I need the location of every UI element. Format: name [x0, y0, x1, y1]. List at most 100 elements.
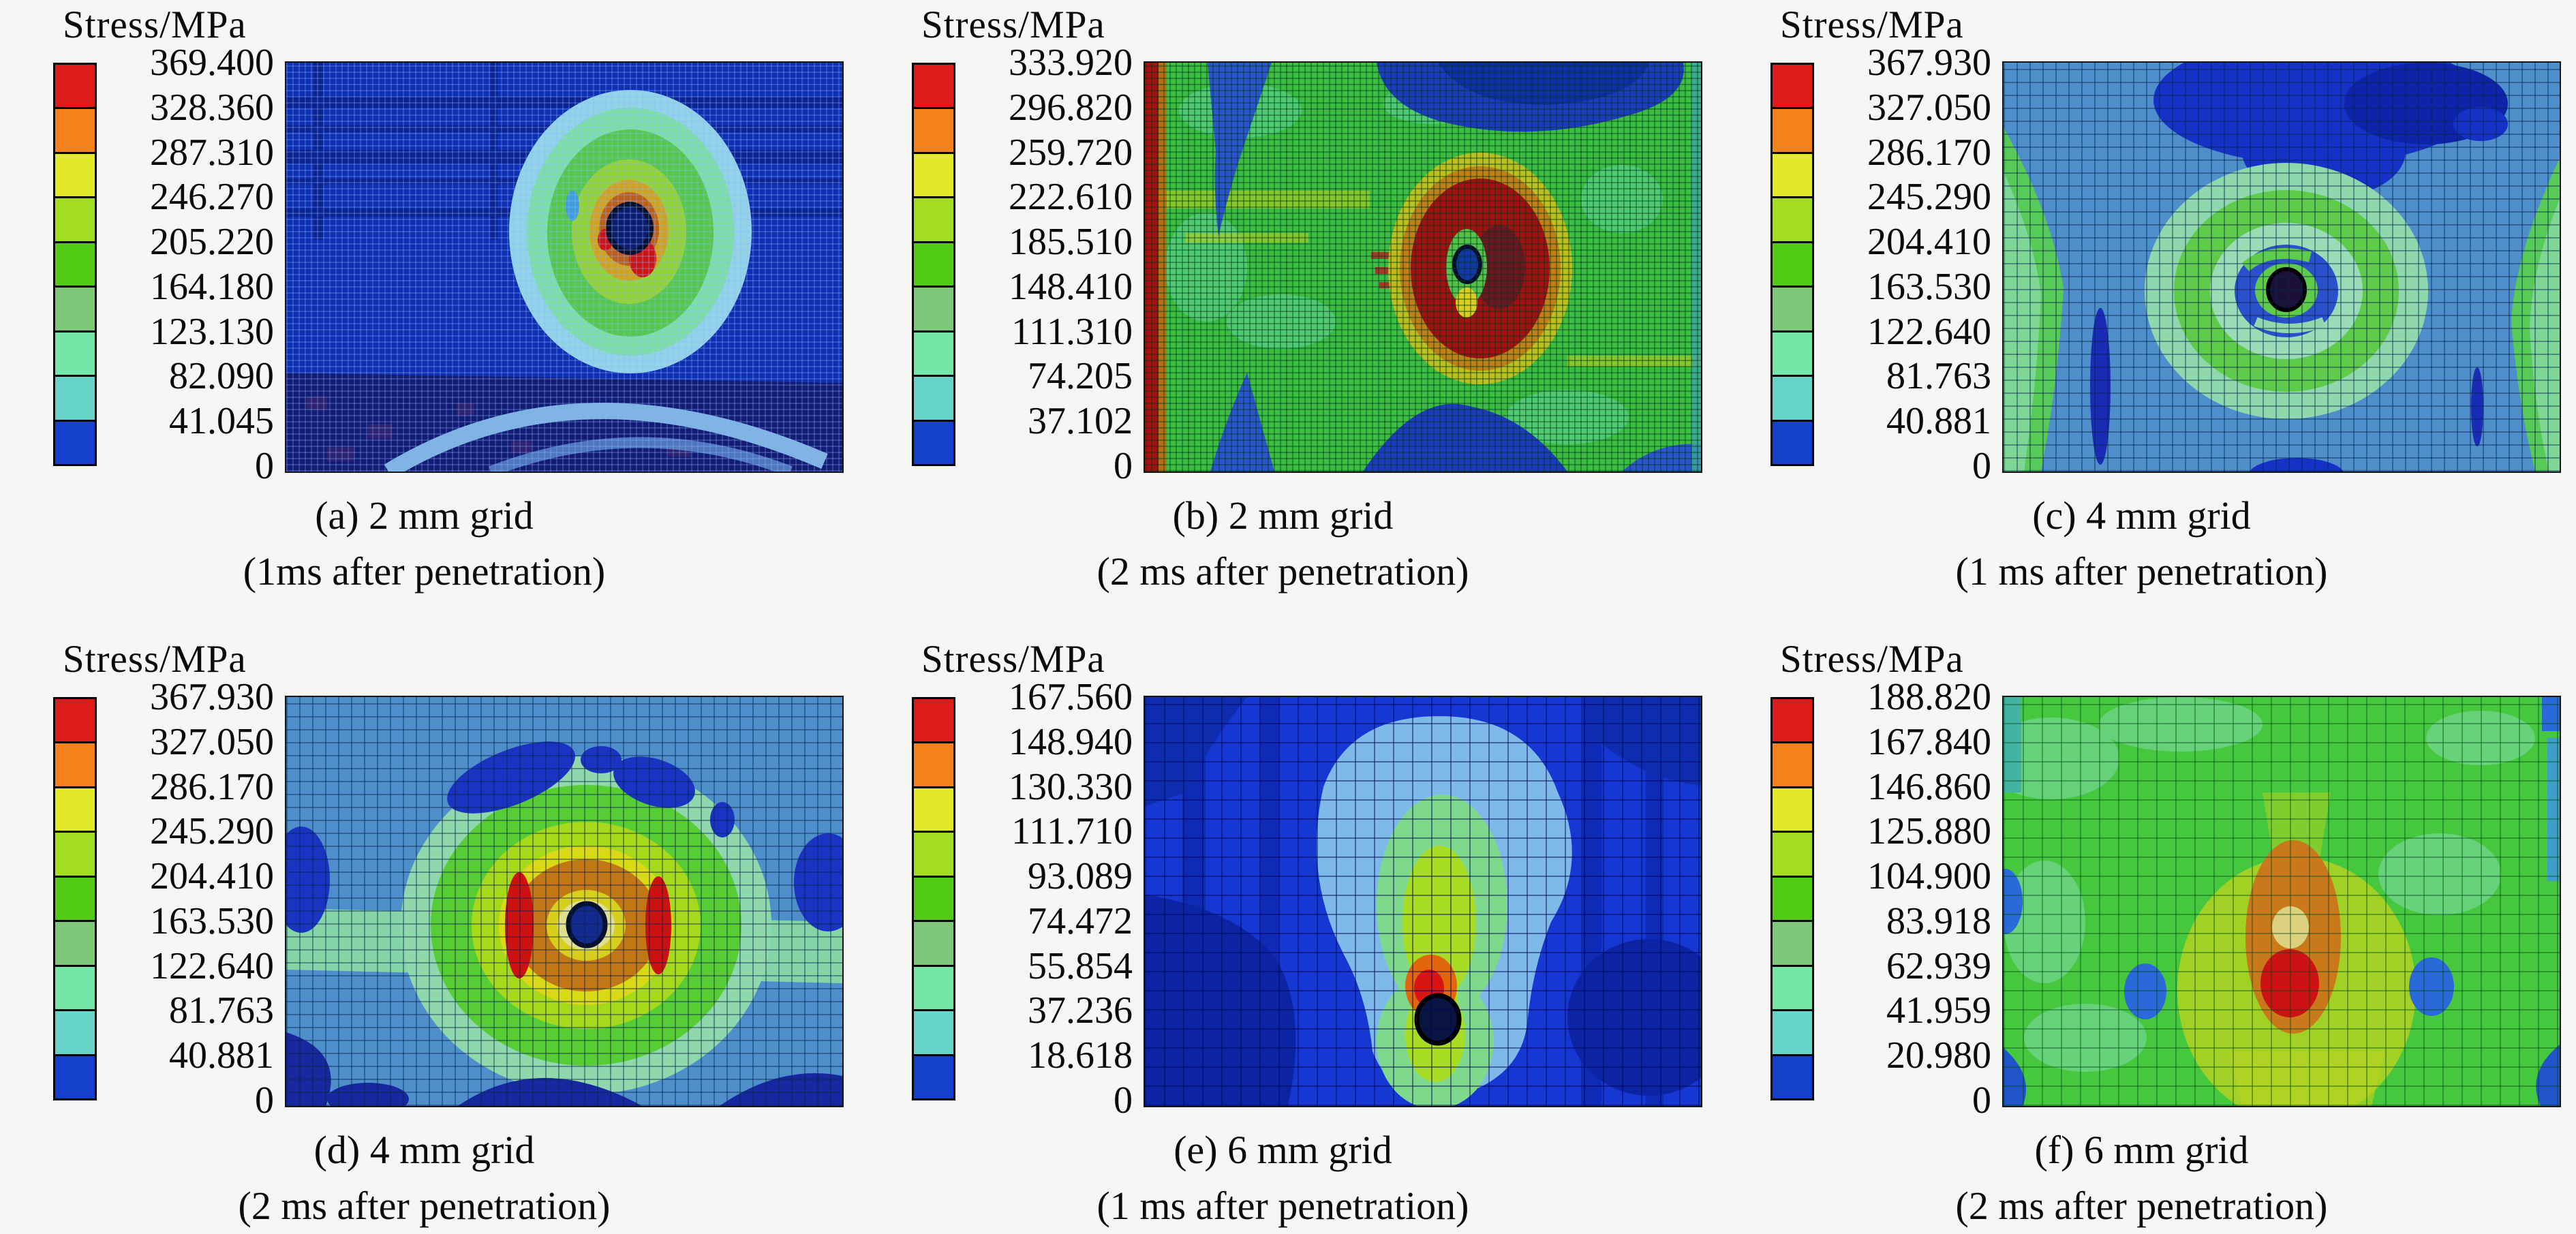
colorbar-cell — [55, 243, 95, 288]
tick-label: 111.710 — [1011, 810, 1133, 853]
colorbar-cell — [914, 421, 953, 464]
tick-label: 148.410 — [1009, 265, 1133, 308]
panel-d: Stress/MPa 367.930 327.050 286.170 245.290 2… — [0, 615, 859, 1231]
colorbar-cell — [1773, 243, 1812, 288]
tick-label: 41.959 — [1886, 989, 1991, 1032]
colorbar-cell — [1773, 421, 1812, 464]
tick-label: 111.310 — [1011, 310, 1133, 353]
colorbar-cell — [1773, 153, 1812, 199]
colorbar-cell — [1773, 1011, 1812, 1056]
colorbar-cell — [55, 288, 95, 333]
colorbar-cell — [55, 332, 95, 377]
colorbar-cell — [914, 153, 953, 199]
colorbar-cell — [914, 877, 953, 923]
tick-label: 245.290 — [1867, 176, 1991, 219]
tick-label: 18.618 — [1028, 1034, 1133, 1077]
caption-line1: (b) 2 mm grid — [1172, 493, 1394, 538]
penetration-hole — [1452, 245, 1482, 284]
panel-a: Stress/MPa 369.400 328.360 287.310 246.270 2… — [0, 0, 859, 615]
colorbar-cell — [914, 65, 953, 110]
colorbar-cell — [1773, 922, 1812, 967]
colorbar-title: Stress/MPa — [1780, 3, 1964, 46]
caption-line2: (2 ms after penetration) — [1955, 1184, 2328, 1228]
colorbar-cell — [1773, 1055, 1812, 1098]
colorbar-ticks: 167.560 148.940 130.330 111.710 93.089 74.472… — [958, 678, 1133, 1120]
tick-label: 0 — [255, 445, 274, 487]
colorbar-cell — [914, 788, 953, 833]
colorbar-ticks: 367.930 327.050 286.170 245.290 204.410 163.5… — [1817, 44, 1991, 485]
tick-label: 146.860 — [1867, 765, 1991, 808]
tick-label: 0 — [1972, 1079, 1991, 1122]
colorbar-cell — [1773, 788, 1812, 833]
colorbar-cell — [914, 332, 953, 377]
colorbar-cell — [55, 788, 95, 833]
colorbar-title: Stress/MPa — [1780, 638, 1964, 681]
colorbar-cell — [914, 922, 953, 967]
caption: (f) 6 mm grid (2 ms after penetration) — [1717, 1122, 2566, 1234]
caption-line2: (2 ms after penetration) — [1097, 549, 1469, 593]
caption: (a) 2 mm grid (1ms after penetration) — [0, 488, 848, 600]
colorbar-cell — [1773, 65, 1812, 110]
contour-plot-f — [2002, 696, 2561, 1107]
mesh-grid-overlay — [2004, 63, 2560, 472]
colorbar — [1770, 63, 1814, 466]
mesh-grid-overlay — [1145, 63, 1701, 472]
tick-label: 74.472 — [1028, 899, 1133, 942]
colorbar-cell — [55, 421, 95, 464]
tick-label: 205.220 — [150, 221, 274, 264]
contour-plot-a — [285, 61, 844, 473]
tick-label: 55.854 — [1028, 944, 1133, 987]
caption-line2: (1ms after penetration) — [243, 549, 606, 593]
colorbar-cell — [55, 833, 95, 878]
colorbar-cell — [55, 877, 95, 923]
caption-line1: (f) 6 mm grid — [2034, 1128, 2249, 1172]
tick-label: 0 — [1972, 445, 1991, 487]
caption-line2: (1 ms after penetration) — [1097, 1184, 1469, 1228]
tick-label: 104.900 — [1867, 855, 1991, 898]
caption-line1: (a) 2 mm grid — [315, 493, 534, 538]
tick-label: 296.820 — [1009, 86, 1133, 129]
penetration-hole — [606, 202, 654, 255]
panel-b: Stress/MPa 333.920 296.820 259.720 222.610 1… — [859, 0, 1717, 615]
colorbar-cell — [914, 966, 953, 1012]
contour-plot-d — [285, 696, 844, 1107]
colorbar-ticks: 369.400 328.360 287.310 246.270 205.220 164.1… — [99, 44, 274, 485]
colorbar-ticks: 333.920 296.820 259.720 222.610 185.510 148.4… — [958, 44, 1133, 485]
tick-label: 123.130 — [150, 310, 274, 353]
caption-line1: (e) 6 mm grid — [1174, 1128, 1392, 1172]
mesh-grid-overlay — [286, 697, 842, 1106]
contour-plot-c — [2002, 61, 2561, 473]
tick-label: 0 — [1114, 1079, 1133, 1122]
stress-contour-d — [286, 697, 842, 1106]
tick-label: 204.410 — [1867, 221, 1991, 264]
colorbar-cell — [914, 288, 953, 333]
panel-c: Stress/MPa 367.930 327.050 286.170 245.290 2… — [1717, 0, 2576, 615]
penetration-hole — [566, 901, 608, 948]
tick-label: 369.400 — [150, 42, 274, 84]
tick-label: 37.102 — [1028, 400, 1133, 443]
colorbar-ticks: 367.930 327.050 286.170 245.290 204.410 163.5… — [99, 678, 274, 1120]
stress-contour-f — [2004, 697, 2560, 1106]
tick-label: 81.763 — [169, 989, 274, 1032]
contour-plot-b — [1144, 61, 1702, 473]
colorbar-cell — [914, 833, 953, 878]
colorbar — [53, 697, 97, 1100]
tick-label: 164.180 — [150, 265, 274, 308]
colorbar-cell — [1773, 288, 1812, 333]
tick-label: 148.940 — [1009, 720, 1133, 763]
contour-plot-e — [1144, 696, 1702, 1107]
colorbar-title: Stress/MPa — [63, 638, 247, 681]
tick-label: 246.270 — [150, 176, 274, 219]
colorbar-cell — [55, 966, 95, 1012]
colorbar-cell — [914, 198, 953, 243]
stress-contour-a — [286, 63, 842, 472]
tick-label: 40.881 — [169, 1034, 274, 1077]
stress-contour-c — [2004, 63, 2560, 472]
caption-line1: (d) 4 mm grid — [313, 1128, 535, 1172]
tick-label: 83.918 — [1886, 899, 1991, 942]
tick-label: 185.510 — [1009, 221, 1133, 264]
colorbar-cell — [55, 699, 95, 744]
tick-label: 167.840 — [1867, 720, 1991, 763]
tick-label: 328.360 — [150, 86, 274, 129]
caption-line2: (1 ms after penetration) — [1955, 549, 2328, 593]
